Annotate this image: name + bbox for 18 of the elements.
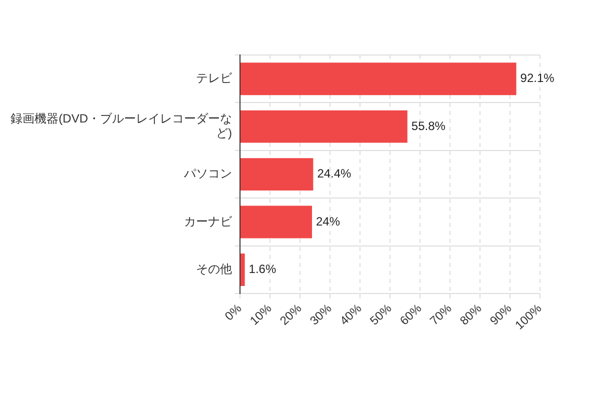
y-tick-label: その他: [196, 262, 232, 276]
x-tick-label: 70%: [427, 300, 455, 328]
data-label: 1.6%: [248, 262, 276, 276]
y-tick-label: テレビ: [196, 71, 233, 86]
x-tick-label: 60%: [397, 300, 425, 328]
y-tick-label: カーナビ: [184, 214, 233, 228]
y-tick-label: パソコン: [183, 166, 232, 181]
x-tick-label: 30%: [307, 300, 335, 328]
x-tick-label: 80%: [457, 300, 485, 328]
x-tick-label: 90%: [487, 300, 515, 328]
data-label: 24.4%: [317, 166, 352, 181]
x-tick-label: 50%: [367, 300, 395, 328]
x-tick-label: 0%: [222, 300, 245, 324]
x-tick-label: 40%: [337, 300, 365, 328]
data-label: 24%: [316, 214, 340, 228]
data-label: 55.8%: [411, 118, 446, 133]
y-tick-label: 録画機器(DVD・ブルーレイレコーダーなど): [10, 112, 232, 140]
data-label: 92.1%: [520, 71, 555, 86]
